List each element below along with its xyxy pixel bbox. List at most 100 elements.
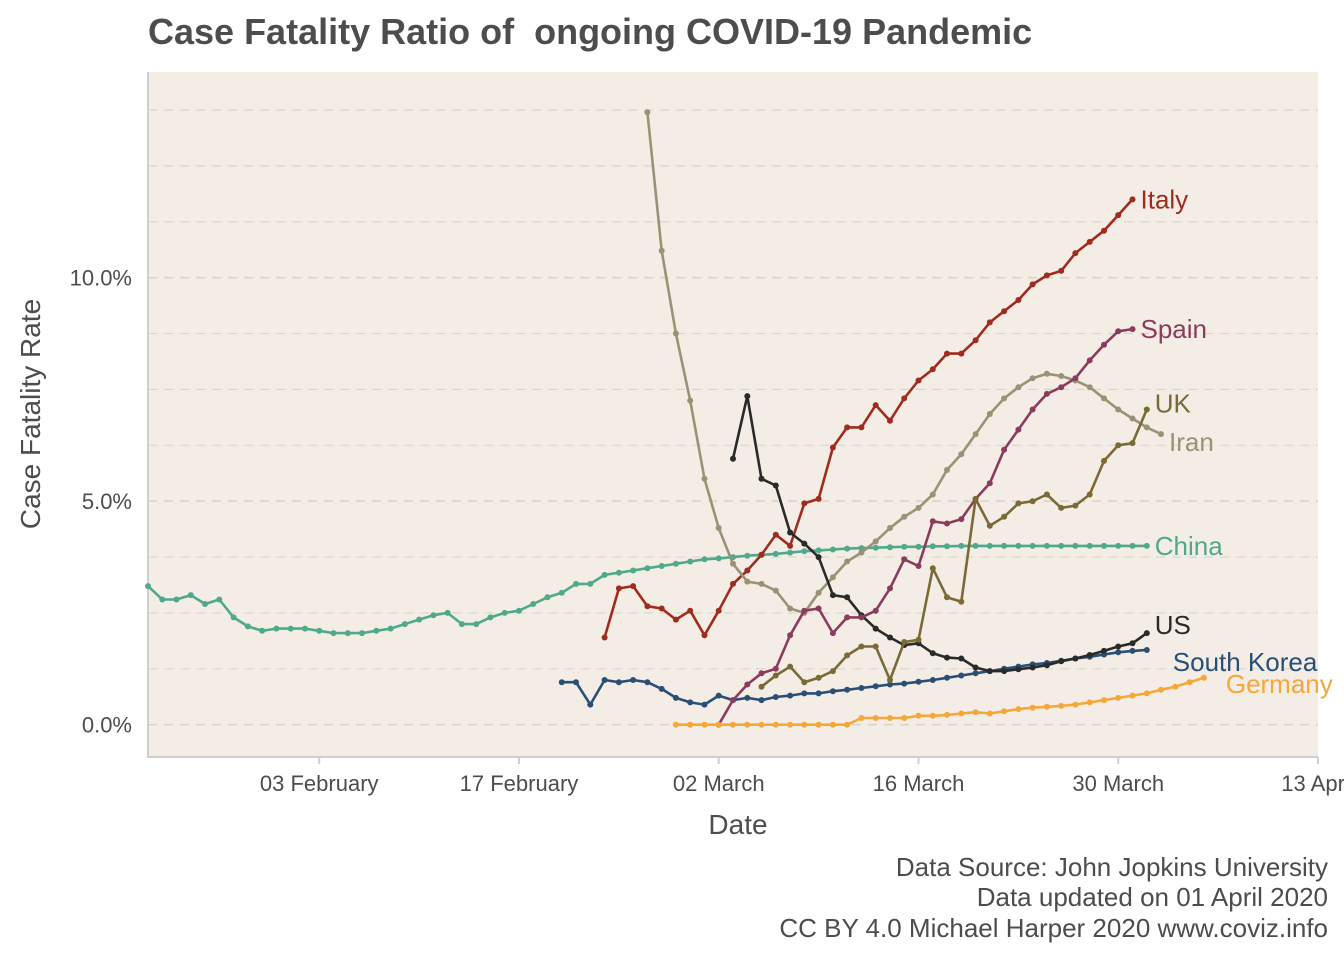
series-line-uk	[760, 408, 1148, 688]
data-point	[772, 694, 779, 700]
series-label-uk: UK	[1155, 389, 1192, 419]
data-point	[687, 607, 694, 614]
data-point	[1129, 415, 1136, 422]
data-point	[1001, 513, 1008, 520]
data-point	[1115, 694, 1122, 701]
data-point	[929, 677, 936, 683]
data-point	[601, 571, 608, 578]
data-point	[829, 592, 836, 599]
data-point	[615, 585, 622, 592]
data-point	[187, 592, 194, 599]
data-point	[815, 605, 822, 612]
x-tick-label: 16 March	[873, 771, 965, 796]
data-point	[972, 337, 979, 344]
data-point	[1001, 395, 1008, 402]
data-point	[1086, 384, 1093, 391]
data-point	[772, 665, 779, 672]
data-point	[887, 715, 893, 721]
data-point	[1029, 498, 1036, 505]
data-point	[259, 627, 266, 634]
data-point	[801, 500, 808, 507]
data-point	[915, 543, 922, 550]
data-point	[558, 679, 565, 686]
data-point	[715, 721, 722, 728]
data-point	[1058, 504, 1065, 511]
data-point	[958, 516, 965, 523]
data-point	[1072, 542, 1079, 549]
x-tick-label: 30 March	[1072, 771, 1164, 796]
data-point	[1115, 212, 1122, 219]
data-point	[730, 580, 736, 587]
data-point	[929, 491, 936, 498]
data-point	[1058, 384, 1065, 391]
data-point	[701, 556, 708, 563]
data-point	[1101, 341, 1107, 348]
series-label-spain: Spain	[1141, 314, 1208, 344]
data-point	[872, 402, 879, 409]
data-point	[887, 681, 893, 688]
data-point	[587, 701, 594, 708]
data-point	[801, 679, 808, 686]
data-point	[915, 504, 922, 511]
data-point	[844, 721, 851, 728]
data-point	[1115, 649, 1122, 656]
data-point	[901, 513, 908, 520]
data-point	[701, 701, 708, 708]
data-point	[1058, 658, 1065, 665]
data-point	[787, 721, 794, 728]
y-tick-labels: 0.0% 5.0% 10.0%	[70, 266, 132, 738]
data-point	[344, 630, 351, 637]
data-point	[972, 542, 979, 549]
data-point	[844, 594, 851, 601]
data-point	[1129, 640, 1136, 647]
data-point	[872, 683, 879, 690]
series-label-iran: Iran	[1169, 427, 1214, 457]
data-point	[944, 594, 950, 601]
data-point	[587, 580, 594, 587]
data-point	[887, 634, 893, 641]
data-point	[844, 652, 851, 659]
data-point	[829, 546, 836, 553]
data-point	[915, 377, 922, 384]
data-point	[715, 555, 722, 562]
axes	[147, 72, 1318, 758]
data-point	[787, 529, 794, 536]
data-point	[1101, 542, 1107, 549]
data-point	[944, 350, 950, 357]
data-point	[801, 607, 808, 614]
data-point	[1072, 375, 1079, 382]
data-point	[1143, 690, 1150, 697]
chart-title: Case Fatality Ratio of ongoing COVID-19 …	[148, 11, 1033, 52]
data-point	[1001, 542, 1008, 549]
data-point	[787, 663, 794, 670]
data-point	[1029, 375, 1036, 382]
data-point	[901, 556, 908, 563]
data-point	[858, 545, 865, 552]
data-point	[1058, 373, 1065, 379]
data-point	[244, 623, 251, 630]
data-point	[1086, 491, 1093, 498]
data-point	[473, 621, 480, 628]
data-point	[1129, 692, 1136, 699]
data-point	[1043, 703, 1050, 710]
x-axis-label: Date	[708, 809, 767, 840]
data-point	[1115, 442, 1122, 449]
data-point	[744, 578, 751, 585]
data-point	[1086, 542, 1093, 549]
data-point	[986, 411, 993, 417]
y-tick-label: 0.0%	[82, 713, 132, 738]
data-point	[1015, 384, 1022, 391]
data-point	[901, 395, 908, 402]
data-point	[944, 520, 950, 527]
data-point	[558, 589, 565, 596]
data-point	[644, 603, 651, 610]
data-point	[887, 677, 893, 683]
data-point	[1058, 542, 1065, 549]
series-spain	[715, 326, 1136, 728]
data-point	[872, 625, 879, 632]
data-point	[986, 542, 993, 549]
data-point	[330, 630, 337, 637]
data-point	[772, 672, 779, 679]
series-end-labels: China South Korea Italy Iran US Spain UK German…	[1141, 184, 1333, 698]
data-point	[1186, 679, 1193, 686]
